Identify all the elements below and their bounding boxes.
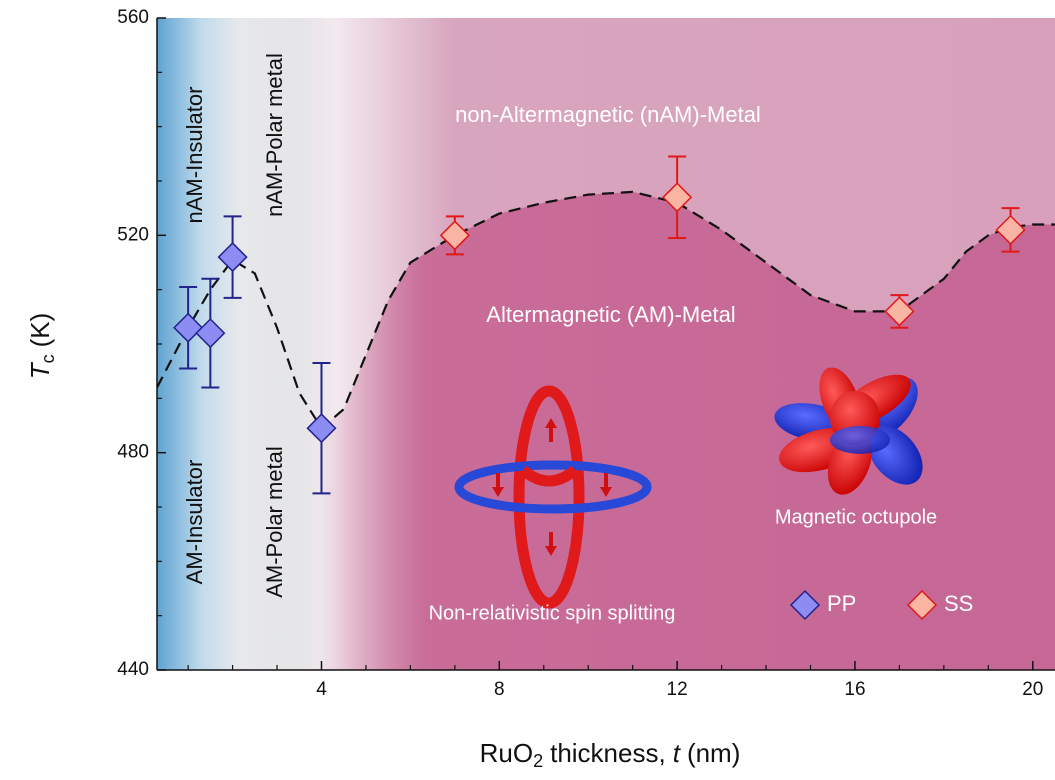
x-tick-label: 20 bbox=[1022, 679, 1043, 700]
x-tick-label: 12 bbox=[667, 679, 688, 700]
x-tick-label: 4 bbox=[316, 679, 327, 700]
region-label: AM-Polar metal bbox=[262, 446, 287, 598]
region-label: nAM-Insulator bbox=[182, 87, 207, 224]
x-title-part: RuO bbox=[480, 738, 533, 768]
x-title-part: t bbox=[673, 738, 682, 768]
x-tick-label: 16 bbox=[844, 679, 865, 700]
annotation: Magnetic octupole bbox=[775, 506, 937, 528]
region-label: AM-Insulator bbox=[182, 460, 207, 585]
legend-label: SS bbox=[944, 591, 973, 616]
chart: nAM-Insulator nAM-Polar metal AM-Insulat… bbox=[0, 0, 1055, 780]
region-label: non-Altermagnetic (nAM)-Metal bbox=[455, 102, 761, 127]
x-axis-title: RuO2 thickness,t(nm) bbox=[480, 738, 741, 771]
y-title-part: c bbox=[38, 354, 58, 363]
region-label: Altermagnetic (AM)-Metal bbox=[486, 302, 735, 327]
x-title-part: 2 bbox=[533, 751, 543, 771]
x-tick-label: 8 bbox=[494, 679, 505, 700]
annotation: Non-relativistic spin splitting bbox=[429, 602, 676, 624]
y-axis-title: Tc(K) bbox=[25, 313, 58, 380]
x-title-part: thickness, bbox=[550, 738, 666, 768]
y-tick-label: 520 bbox=[117, 224, 149, 245]
y-title-part: (K) bbox=[25, 313, 55, 348]
y-tick-label: 440 bbox=[117, 659, 149, 680]
y-tick-label: 560 bbox=[117, 7, 149, 28]
y-tick-label: 480 bbox=[117, 442, 149, 463]
x-title-part: (nm) bbox=[687, 738, 740, 768]
legend-label: PP bbox=[827, 591, 856, 616]
region-label: nAM-Polar metal bbox=[262, 53, 287, 217]
